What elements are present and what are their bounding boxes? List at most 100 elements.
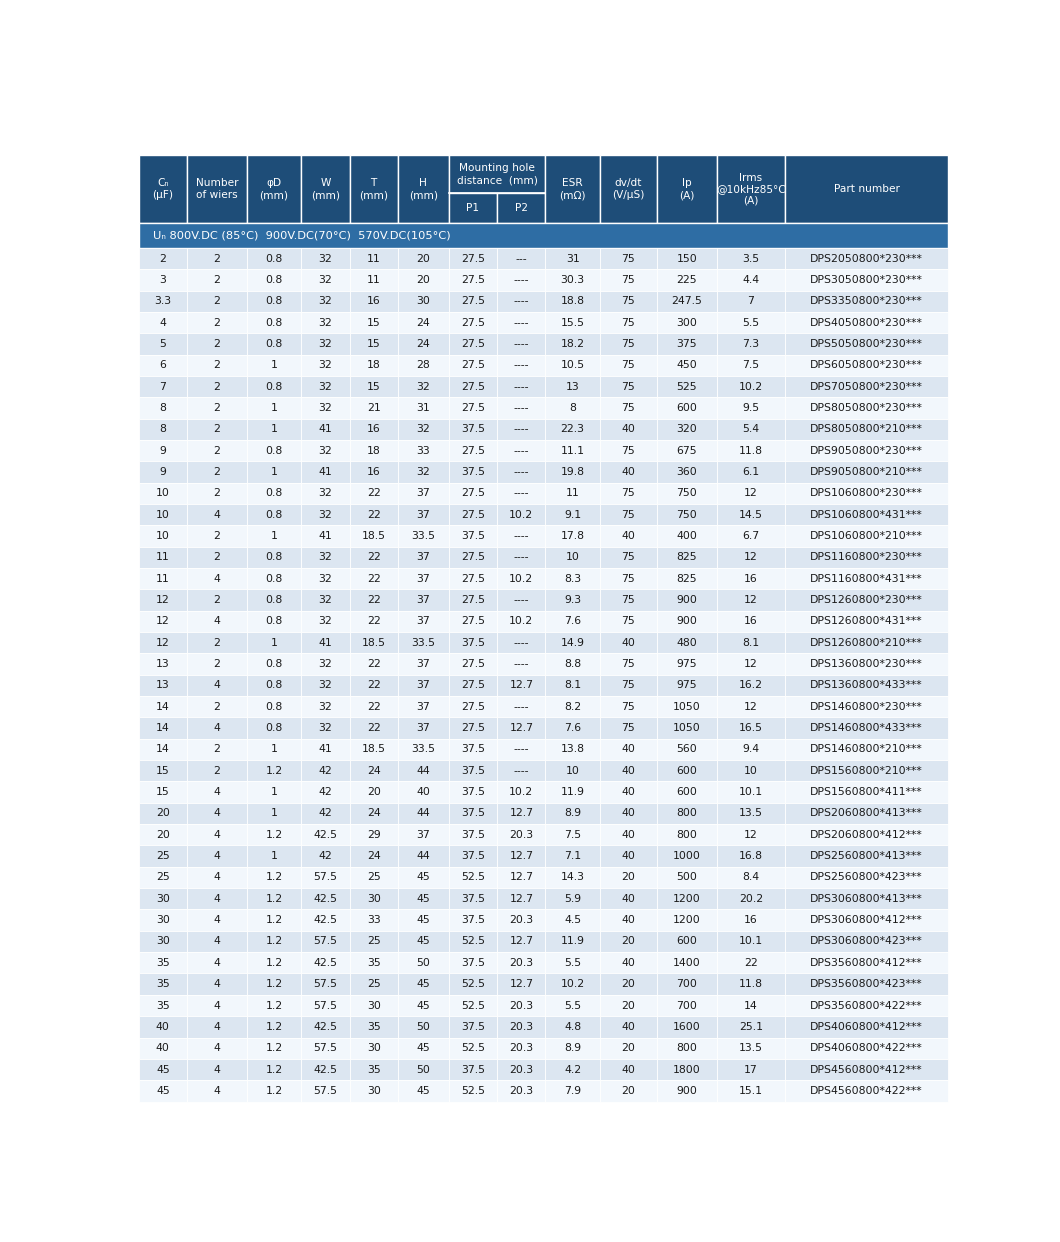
Bar — [657, 674, 717, 696]
Bar — [301, 590, 350, 611]
Bar — [301, 461, 350, 483]
Text: 45: 45 — [417, 1001, 430, 1011]
Bar — [497, 611, 546, 632]
Text: 37: 37 — [417, 723, 430, 733]
Text: Irms
@10kHz85°C
(A): Irms @10kHz85°C (A) — [717, 173, 785, 206]
Text: ----: ---- — [513, 660, 529, 669]
Text: Ip
(A): Ip (A) — [679, 179, 694, 200]
Bar — [350, 930, 398, 953]
Bar — [139, 1016, 187, 1037]
Text: 16: 16 — [744, 574, 758, 584]
Bar — [600, 355, 657, 376]
Text: 10.1: 10.1 — [739, 936, 763, 946]
Text: 4: 4 — [213, 681, 220, 691]
Text: 31: 31 — [566, 253, 580, 263]
Text: 247.5: 247.5 — [671, 297, 703, 307]
Bar — [448, 846, 497, 867]
Text: 10.2: 10.2 — [509, 574, 533, 584]
Text: 2: 2 — [213, 702, 220, 712]
Text: 12: 12 — [744, 660, 758, 669]
Bar — [717, 930, 785, 953]
Bar — [785, 846, 948, 867]
Bar — [350, 674, 398, 696]
Text: DPS1460800*230***: DPS1460800*230*** — [810, 702, 923, 712]
Bar — [600, 525, 657, 546]
Bar — [247, 312, 301, 333]
Text: 32: 32 — [318, 553, 332, 563]
Bar — [187, 888, 247, 909]
Bar — [187, 674, 247, 696]
Bar — [448, 696, 497, 718]
Bar — [785, 974, 948, 995]
Bar — [247, 953, 301, 974]
Bar — [717, 632, 785, 653]
Bar — [350, 632, 398, 653]
Text: 4: 4 — [213, 809, 220, 818]
Text: 27.5: 27.5 — [461, 318, 485, 328]
Text: 20.3: 20.3 — [509, 1043, 533, 1053]
Bar — [301, 1059, 350, 1081]
Text: 4: 4 — [213, 1001, 220, 1011]
Bar — [139, 1081, 187, 1102]
Text: DPS4060800*412***: DPS4060800*412*** — [810, 1022, 923, 1032]
Text: 6: 6 — [159, 360, 166, 370]
Bar — [448, 525, 497, 546]
Text: 2: 2 — [213, 467, 220, 477]
Bar — [497, 1081, 546, 1102]
Text: 75: 75 — [621, 360, 635, 370]
Bar — [139, 718, 187, 739]
Text: 32: 32 — [318, 318, 332, 328]
Bar — [350, 953, 398, 974]
Bar — [657, 440, 717, 461]
Bar — [398, 953, 448, 974]
Bar — [139, 867, 187, 888]
Text: 0.8: 0.8 — [265, 723, 283, 733]
Text: 12.7: 12.7 — [509, 872, 533, 883]
Text: 0.8: 0.8 — [265, 488, 283, 498]
Bar — [350, 1037, 398, 1059]
Text: 27.5: 27.5 — [461, 616, 485, 626]
Text: 750: 750 — [676, 509, 697, 519]
Bar — [301, 674, 350, 696]
Text: DPS8050800*230***: DPS8050800*230*** — [810, 402, 923, 414]
Bar — [350, 653, 398, 674]
Text: 8.1: 8.1 — [564, 681, 581, 691]
Bar — [657, 974, 717, 995]
Bar — [139, 802, 187, 825]
Bar — [785, 440, 948, 461]
Bar — [497, 419, 546, 440]
Bar — [301, 248, 350, 270]
Bar — [600, 270, 657, 291]
Bar — [785, 632, 948, 653]
Text: 27.5: 27.5 — [461, 509, 485, 519]
Text: 600: 600 — [676, 787, 697, 797]
Text: 24: 24 — [367, 809, 381, 818]
Text: 4: 4 — [213, 872, 220, 883]
Bar — [657, 653, 717, 674]
Bar — [187, 397, 247, 419]
Text: DPS1560800*411***: DPS1560800*411*** — [810, 787, 923, 797]
Bar — [301, 653, 350, 674]
Text: 32: 32 — [318, 681, 332, 691]
Bar — [546, 504, 600, 525]
Text: 7: 7 — [159, 381, 166, 391]
Text: 32: 32 — [417, 381, 430, 391]
Bar — [139, 909, 187, 930]
Bar — [785, 781, 948, 802]
Bar — [497, 355, 546, 376]
Text: 1.2: 1.2 — [265, 958, 283, 968]
Text: DPS3560800*423***: DPS3560800*423*** — [810, 979, 923, 989]
Bar — [717, 1037, 785, 1059]
Bar — [657, 248, 717, 270]
Bar — [785, 155, 948, 224]
Bar — [187, 590, 247, 611]
Bar — [187, 440, 247, 461]
Text: 22: 22 — [367, 660, 381, 669]
Text: 11: 11 — [156, 553, 170, 563]
Bar — [187, 1016, 247, 1037]
Bar — [546, 397, 600, 419]
Text: 5.4: 5.4 — [742, 425, 760, 435]
Bar — [247, 1059, 301, 1081]
Text: 50: 50 — [417, 1064, 430, 1074]
Text: 40: 40 — [156, 1043, 170, 1053]
